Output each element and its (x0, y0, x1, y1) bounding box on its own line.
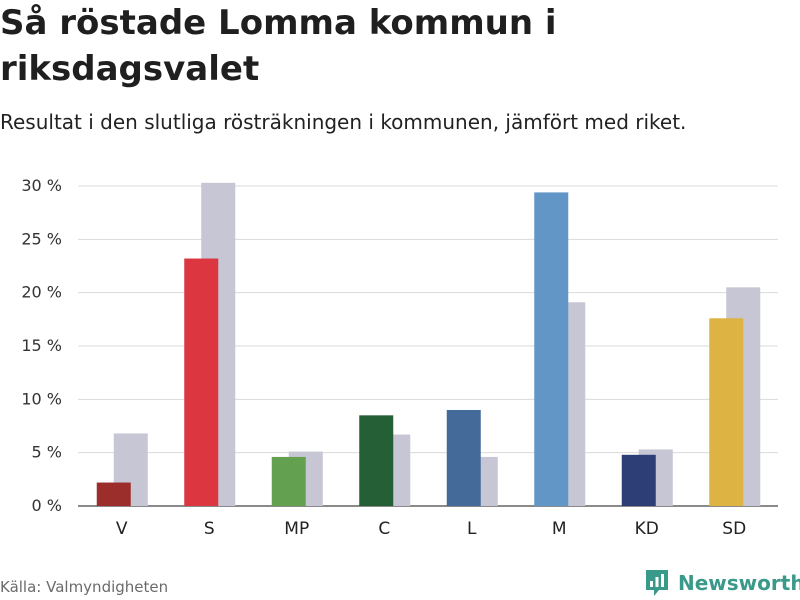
chart-title: Så röstade Lomma kommun i riksdagsvalet (0, 3, 557, 89)
bar-lomma-kd (621, 454, 656, 506)
bar-lomma-v (96, 482, 131, 506)
y-tick-label: 25 % (21, 229, 62, 248)
y-tick-label: 10 % (21, 389, 62, 408)
bar-chart: 0 % 5 % 10 % 15 % 20 % 25 % 30 % V S MP C L M KD SD (21, 176, 778, 539)
y-tick-label: 20 % (21, 283, 62, 302)
x-category-label: KD (635, 519, 659, 539)
bar-lomma-c (359, 415, 394, 506)
x-category-label: SD (722, 519, 746, 539)
y-tick-label: 0 % (32, 496, 62, 515)
y-axis-tick-labels: 0 % 5 % 10 % 15 % 20 % 25 % 30 % (21, 176, 62, 515)
bar-lomma-m (534, 192, 569, 506)
y-tick-label: 15 % (21, 336, 62, 355)
chart-subtitle: Resultat i den slutliga rösträkningen i … (0, 110, 687, 134)
bar-lomma-mp (271, 456, 306, 506)
x-category-label: L (467, 519, 477, 539)
x-category-label: V (116, 519, 128, 539)
bar-lomma-l (446, 410, 481, 506)
x-category-label: MP (284, 519, 309, 539)
bars (96, 182, 761, 507)
grid-lines (78, 185, 778, 507)
y-tick-label: 30 % (21, 176, 62, 195)
bar-lomma-s (184, 258, 219, 506)
brand-logo: Newsworthy (644, 566, 800, 600)
bar-lomma-sd (709, 318, 744, 506)
x-axis-category-labels: V S MP C L M KD SD (116, 519, 746, 539)
x-category-label: S (204, 519, 215, 539)
brand-name: Newsworthy (678, 571, 800, 595)
bar-chart-logo-icon (646, 570, 668, 596)
x-category-label: M (552, 519, 567, 539)
x-category-label: C (378, 519, 390, 539)
source-note: Källa: Valmyndigheten (0, 578, 169, 596)
y-tick-label: 5 % (32, 443, 62, 462)
